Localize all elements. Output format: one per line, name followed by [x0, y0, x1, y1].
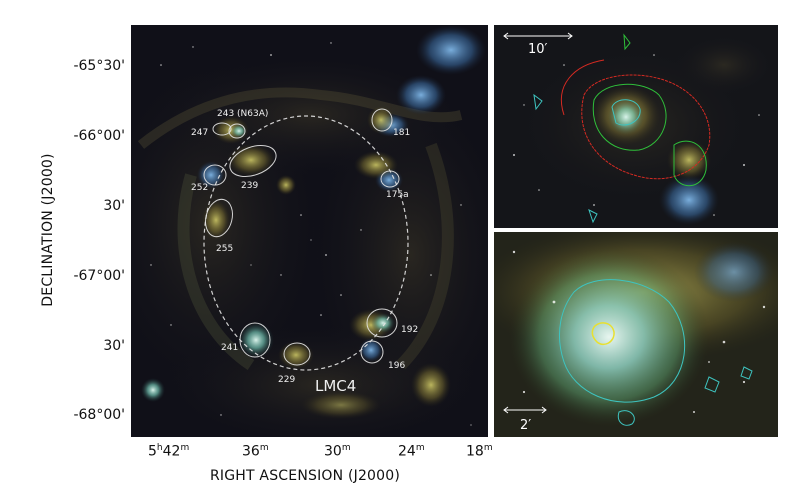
contour-cyan: [611, 99, 641, 126]
contour-green: [592, 83, 667, 151]
y-tick-label: 30': [103, 338, 125, 354]
scale-bar: [503, 406, 547, 414]
x-tick-label: 5h42m: [148, 443, 190, 460]
y-axis-title: DECLINATION (J2000): [40, 153, 56, 307]
region-label: 252: [191, 183, 208, 193]
region-ellipse: [229, 144, 277, 178]
contour-green: [673, 140, 707, 187]
contour-cyan: [704, 376, 720, 393]
zoom-panel-bottom: 2′: [494, 232, 778, 437]
y-tick-label: -65°30': [73, 58, 125, 74]
lmc4-shell-outline: [203, 115, 409, 371]
x-tick-label: 30m: [324, 443, 351, 460]
region-label: 192: [401, 325, 418, 335]
region-label: 196: [388, 361, 405, 371]
region-label: 243 (N63A): [217, 109, 268, 119]
x-tick-label: 24m: [398, 443, 425, 460]
region-label: 239: [241, 181, 258, 191]
y-tick-label: -68°00': [73, 407, 125, 423]
scale-bar: [503, 32, 573, 40]
region-ellipse: [283, 342, 311, 366]
x-axis-title: RIGHT ASCENSION (J2000): [210, 468, 401, 484]
region-ellipse: [380, 170, 400, 188]
region-label: 229: [278, 375, 295, 385]
region-ellipse: [239, 322, 271, 358]
contour-red: [581, 74, 711, 180]
contour-red: [560, 59, 605, 116]
region-label: 181: [393, 128, 410, 138]
region-ellipse: [371, 108, 393, 132]
scale-label: 10′: [528, 42, 548, 57]
y-tick-label: 30': [103, 198, 125, 214]
lmc4-wide-field-image: 243 (N63A) 247 239 252 255 181 175a 192 …: [131, 25, 488, 437]
contour-cyan: [740, 366, 753, 380]
region-label: 255: [216, 244, 233, 254]
lmc4-label: LMC4: [315, 377, 356, 395]
region-label: 247: [191, 128, 208, 138]
x-tick-label: 36m: [242, 443, 269, 460]
region-ellipse: [205, 198, 233, 238]
scale-label: 2′: [520, 418, 531, 433]
contour-cyan: [588, 209, 598, 224]
contour-cyan: [558, 279, 686, 403]
contour-cyan: [617, 410, 635, 426]
y-tick-label: -67°00': [73, 268, 125, 284]
contour-cyan: [533, 93, 543, 111]
region-label: 175a: [386, 190, 409, 200]
region-ellipse: [212, 122, 232, 136]
region-ellipse: [203, 164, 227, 186]
region-label: 241: [221, 343, 238, 353]
region-ellipse: [360, 340, 384, 364]
region-ellipse: [366, 308, 398, 338]
region-ellipse: [228, 123, 246, 139]
x-tick-label: 18m: [466, 443, 493, 460]
contour-yellow: [591, 322, 615, 346]
zoom-panel-top: 10′: [494, 25, 778, 228]
y-tick-label: -66°00': [73, 128, 125, 144]
contour-green: [623, 33, 631, 51]
